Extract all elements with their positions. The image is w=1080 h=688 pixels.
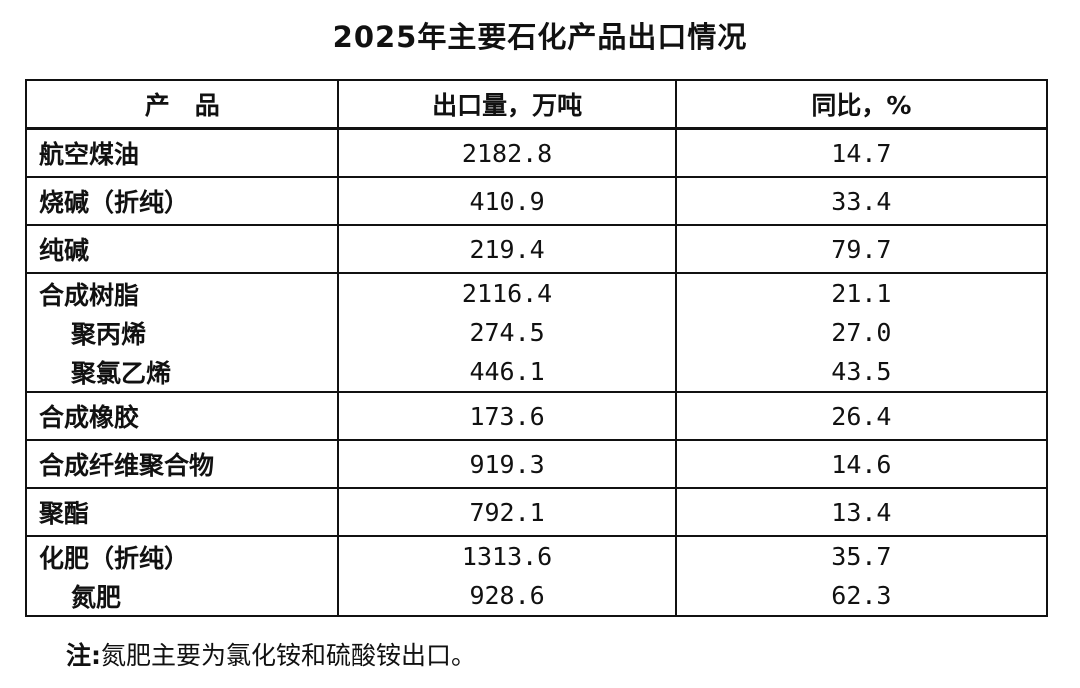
yoy-cell: 79.7 <box>674 225 1049 273</box>
product-cell: 氮肥 <box>24 576 340 616</box>
volume-cell: 1313.6 <box>337 536 677 576</box>
volume-cell: 219.4 <box>337 225 677 273</box>
product-cell: 化肥（折纯） <box>24 536 340 576</box>
yoy-cell: 26.4 <box>674 392 1049 440</box>
header-product: 产 品 <box>24 80 340 130</box>
page-title: 2025年主要石化产品出口情况 <box>332 20 748 54</box>
volume-cell: 2182.8 <box>337 128 677 177</box>
volume-cell: 173.6 <box>337 392 677 440</box>
yoy-cell: 14.7 <box>674 128 1049 177</box>
row-group: 合成纤维聚合物 919.3 14.6 <box>24 440 1049 488</box>
table-row: 烧碱（折纯） 410.9 33.4 <box>24 177 1049 225</box>
footnote-label: 注: <box>66 641 101 670</box>
volume-cell: 928.6 <box>337 576 677 616</box>
product-cell: 航空煤油 <box>24 128 340 177</box>
row-group: 化肥（折纯） 1313.6 35.7 氮肥 928.6 62.3 <box>24 536 1049 616</box>
yoy-cell: 43.5 <box>674 352 1049 392</box>
yoy-cell: 62.3 <box>674 576 1049 616</box>
product-cell: 聚酯 <box>24 488 340 536</box>
volume-cell: 410.9 <box>337 177 677 225</box>
table-row: 氮肥 928.6 62.3 <box>24 576 1049 616</box>
product-cell: 烧碱（折纯） <box>24 177 340 225</box>
row-group: 烧碱（折纯） 410.9 33.4 <box>24 177 1049 225</box>
product-cell: 聚氯乙烯 <box>24 352 340 392</box>
yoy-cell: 33.4 <box>674 177 1049 225</box>
volume-cell: 446.1 <box>337 352 677 392</box>
table-row: 合成纤维聚合物 919.3 14.6 <box>24 440 1049 488</box>
product-cell: 合成纤维聚合物 <box>24 440 340 488</box>
table-row: 化肥（折纯） 1313.6 35.7 <box>24 536 1049 576</box>
volume-cell: 2116.4 <box>337 273 677 313</box>
footnote: 注:氮肥主要为氯化铵和硫酸铵出口。 <box>66 636 476 672</box>
volume-cell: 919.3 <box>337 440 677 488</box>
export-table: 产 品 出口量，万吨 同比，% 航空煤油 2182.8 14.7 烧碱（折纯） 410.… <box>24 79 1049 617</box>
table-header-row: 产 品 出口量，万吨 同比，% <box>24 80 1049 130</box>
table-row: 合成树脂 2116.4 21.1 <box>24 273 1049 313</box>
footnote-text: 氮肥主要为氯化铵和硫酸铵出口。 <box>101 641 477 670</box>
table-row: 纯碱 219.4 79.7 <box>24 225 1049 273</box>
row-group: 纯碱 219.4 79.7 <box>24 225 1049 273</box>
yoy-cell: 13.4 <box>674 488 1049 536</box>
table-row: 聚酯 792.1 13.4 <box>24 488 1049 536</box>
product-cell: 合成橡胶 <box>24 392 340 440</box>
header-volume: 出口量，万吨 <box>337 80 677 130</box>
yoy-cell: 21.1 <box>674 273 1049 313</box>
volume-cell: 274.5 <box>337 313 677 352</box>
header-yoy: 同比，% <box>674 80 1049 130</box>
row-group: 合成橡胶 173.6 26.4 <box>24 392 1049 440</box>
table-row: 聚氯乙烯 446.1 43.5 <box>24 352 1049 392</box>
table-row: 聚丙烯 274.5 27.0 <box>24 313 1049 352</box>
row-group: 聚酯 792.1 13.4 <box>24 488 1049 536</box>
yoy-cell: 35.7 <box>674 536 1049 576</box>
yoy-cell: 14.6 <box>674 440 1049 488</box>
product-cell: 聚丙烯 <box>24 313 340 352</box>
row-group: 合成树脂 2116.4 21.1 聚丙烯 274.5 27.0 聚氯乙烯 446.1 43.5 <box>24 273 1049 392</box>
product-cell: 合成树脂 <box>24 273 340 313</box>
yoy-cell: 27.0 <box>674 313 1049 352</box>
row-group: 航空煤油 2182.8 14.7 <box>24 128 1049 177</box>
volume-cell: 792.1 <box>337 488 677 536</box>
table-row: 航空煤油 2182.8 14.7 <box>24 128 1049 177</box>
product-cell: 纯碱 <box>24 225 340 273</box>
table-row: 合成橡胶 173.6 26.4 <box>24 392 1049 440</box>
